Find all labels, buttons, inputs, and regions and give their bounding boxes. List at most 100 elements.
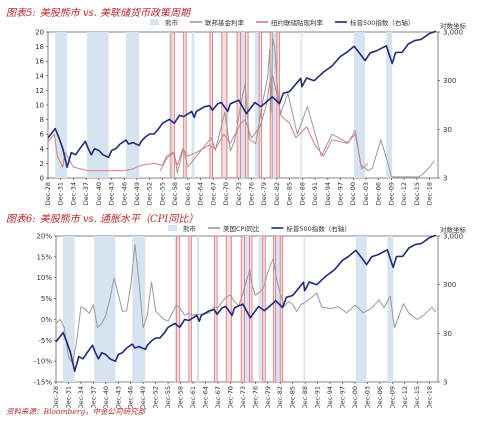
x-tick-label: Dec-31	[64, 386, 72, 408]
y-left-tick-label: -5%	[38, 337, 52, 345]
highlight-bar	[236, 31, 241, 179]
y-left-tick-label: 18	[35, 43, 44, 51]
x-tick-label: Dec-82	[273, 182, 281, 205]
highlight-bar	[209, 31, 213, 179]
bear-market-band	[196, 236, 200, 382]
highlight-bar	[214, 235, 218, 383]
series-line-2	[47, 30, 437, 168]
x-tick-label: Dec-46	[120, 182, 128, 205]
x-tick-label: Dec-28	[52, 386, 60, 408]
x-tick-label: Dec-70	[222, 182, 230, 205]
highlight-bar	[225, 235, 232, 383]
y-left-tick-label: 16	[35, 58, 44, 66]
bear-market-band	[387, 236, 394, 382]
x-tick-label: Dec-55	[164, 386, 172, 408]
bear-market-band	[242, 236, 251, 382]
x-tick-label: Dec-15	[413, 182, 421, 205]
x-tick-label: Dec-64	[201, 386, 209, 408]
bear-market-band	[355, 236, 367, 382]
x-tick-label: Dec-70	[226, 386, 234, 408]
x-tick-label: Dec-79	[260, 182, 268, 205]
bear-market-band	[132, 236, 146, 382]
chart2-title: 图表6: 美股熊市 vs. 通胀水平（CPI同比）	[6, 210, 198, 225]
x-tick-label: Dec-94	[326, 386, 334, 408]
bear-market-band	[354, 32, 366, 178]
y-left-tick-label: 0	[40, 175, 44, 183]
series-line-0	[55, 243, 437, 364]
y-left-tick-label: 20	[35, 29, 44, 37]
x-tick-label: Dec-03	[363, 386, 371, 408]
bear-market-band	[63, 236, 75, 382]
legend-label-0: 熊市	[183, 224, 197, 233]
legend-label-2: 纽约联储贴现利率	[271, 18, 324, 27]
bear-market-band	[87, 32, 109, 178]
y-left-tick-label: 14	[35, 72, 44, 80]
bear-market-band	[94, 236, 116, 382]
y-left-tick-label: 8	[40, 116, 44, 124]
highlight-bar	[188, 235, 192, 383]
x-tick-label: Dec-12	[400, 182, 408, 205]
chart1-title: 图表5: 美股熊市 vs. 美联储货币政策周期	[6, 4, 190, 19]
x-tick-label: Dec-73	[235, 182, 243, 205]
x-tick-label: Dec-67	[209, 182, 217, 205]
x-tick-label: Dec-76	[247, 182, 255, 205]
legend-label-1: 联邦基金利率	[205, 18, 245, 27]
source-note: 资料来源：Bloomberg，中金公司研究部	[6, 407, 146, 416]
y-left-tick-label: 15%	[36, 253, 52, 261]
y-left-tick-label: 0%	[41, 316, 52, 324]
y-right-tick-label: 3	[443, 175, 447, 183]
y-right-tick-label: 300	[443, 77, 456, 85]
y-left-tick-label: -10%	[34, 358, 52, 366]
highlight-bar	[221, 31, 228, 179]
bear-market-band	[386, 32, 393, 178]
x-tick-label: Dec-09	[388, 386, 396, 408]
bear-market-band	[126, 32, 140, 178]
bear-market-band	[275, 236, 283, 382]
x-tick-label: Dec-61	[189, 386, 197, 408]
x-tick-label: Dec-34	[69, 182, 77, 205]
legend-swatch-bear	[168, 225, 177, 231]
x-tick-label: Dec-03	[362, 182, 370, 205]
x-tick-label: Dec-18	[426, 386, 434, 408]
chart2-title-prefix: 图表6:	[6, 214, 36, 225]
x-tick-label: Dec-85	[289, 386, 297, 408]
x-tick-label: Dec-58	[177, 386, 185, 408]
y-left-tick-label: 10	[35, 102, 44, 110]
chart1-title-text: 美股熊市 vs. 美联储货币政策周期	[39, 8, 191, 19]
highlight-bar	[170, 31, 175, 179]
x-tick-label: Dec-15	[413, 386, 421, 408]
x-tick-label: Dec-79	[264, 386, 272, 408]
x-tick-label: Dec-00	[351, 386, 359, 408]
chart2-title-text: 美股熊市 vs. 通胀水平（CPI同比）	[39, 214, 199, 225]
x-tick-label: Dec-85	[286, 182, 294, 205]
x-tick-label: Dec-28	[44, 182, 52, 205]
bear-market-band	[300, 32, 303, 178]
highlight-bar	[273, 235, 277, 383]
x-tick-label: Dec-97	[339, 386, 347, 408]
y-left-tick-label: 10%	[36, 274, 52, 282]
highlight-bar	[240, 235, 245, 383]
legend-label-2: 标普500指数（右轴）	[286, 224, 350, 233]
x-tick-label: Dec-00	[349, 182, 357, 205]
series-line-1	[55, 234, 437, 372]
bear-market-band	[191, 32, 195, 178]
y-left-tick-label: 12	[35, 87, 44, 95]
x-tick-label: Dec-58	[171, 182, 179, 205]
series-line-0	[159, 38, 435, 178]
legend-swatch-bear	[150, 19, 159, 25]
right-axis-unit: 对数坐标	[440, 225, 467, 234]
y-left-tick-label: -15%	[34, 379, 52, 387]
y-left-tick-label: 20%	[36, 233, 52, 241]
y-right-tick-label: 30	[443, 330, 452, 338]
highlight-bar	[279, 235, 284, 383]
highlight-bar	[183, 31, 187, 179]
x-tick-label: Dec-91	[314, 386, 322, 408]
x-tick-label: Dec-06	[376, 386, 384, 408]
x-tick-label: Dec-97	[337, 182, 345, 205]
x-tick-label: Dec-64	[197, 182, 205, 205]
x-tick-label: Dec-37	[82, 182, 90, 205]
highlight-bar	[249, 235, 253, 383]
y-left-tick-label: 5%	[41, 295, 52, 303]
x-tick-label: Dec-55	[158, 182, 166, 205]
right-axis-unit: 对数坐标	[440, 21, 467, 30]
